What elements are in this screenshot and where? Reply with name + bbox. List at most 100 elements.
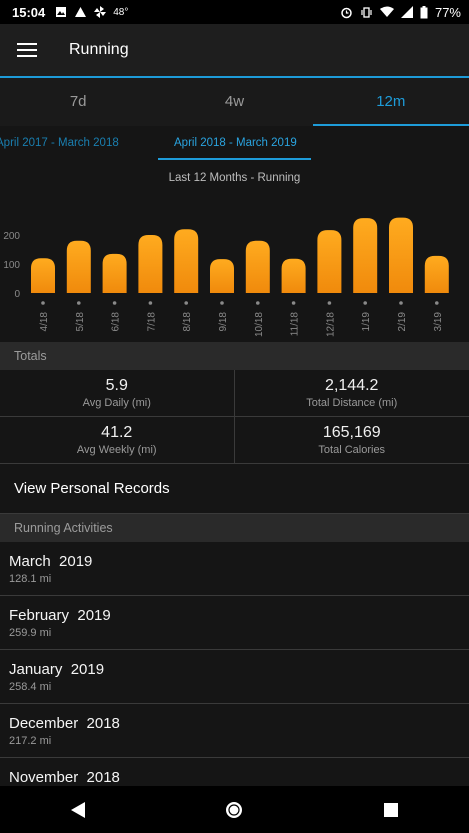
- status-bar: 15:04 48° 77%: [0, 0, 469, 24]
- chart-caption: Last 12 Months - Running: [168, 172, 301, 184]
- period-tabs: 7d 4w 12m: [0, 78, 469, 126]
- wifi-icon: [379, 6, 394, 17]
- bar-2/19[interactable]: [389, 217, 413, 293]
- recents-square-icon: [383, 802, 398, 817]
- app-bar: Running: [0, 24, 469, 78]
- x-tick-dot: [363, 301, 368, 305]
- tab-7d[interactable]: 7d: [69, 93, 87, 110]
- system-nav-bar: [0, 786, 469, 833]
- home-button[interactable]: [204, 790, 264, 830]
- range-tab-current[interactable]: April 2018 - March 2019: [174, 137, 297, 149]
- activity-title: November 2018: [9, 769, 120, 786]
- stat-label: Total Calories: [318, 444, 386, 456]
- activity-distance: 259.9 mi: [9, 627, 52, 639]
- range-tab-indicator: [158, 158, 311, 160]
- battery-icon: [420, 5, 428, 18]
- cellular-signal-icon: [400, 6, 413, 18]
- y-tick-label: 100: [3, 260, 20, 271]
- y-tick-label: 200: [3, 231, 20, 242]
- activity-distance: 217.2 mi: [9, 735, 52, 747]
- x-tick-label: 10/18: [254, 312, 265, 337]
- range-tabs: April 2017 - March 2018 April 2018 - Mar…: [0, 126, 469, 162]
- x-tick-dot: [41, 301, 45, 305]
- x-tick-label: 2/19: [397, 312, 408, 332]
- x-tick-dot: [399, 301, 403, 305]
- x-tick-label: 3/19: [433, 312, 444, 332]
- back-button[interactable]: [48, 790, 108, 830]
- y-tick-label: 0: [14, 289, 20, 300]
- distance-bar-chart: 200 100 0 4/18 5/18 6/18 7/18 8/18 9/18 10/18 11/1…: [0, 196, 469, 342]
- bar-5/18[interactable]: [66, 240, 91, 293]
- weather-temperature: 48°: [113, 6, 129, 18]
- stat-total-distance: 2,144.2 Total Distance (mi): [234, 370, 469, 417]
- x-tick-dot: [77, 301, 81, 305]
- activity-title: March 2019: [9, 553, 93, 570]
- stat-avg-weekly: 41.2 Avg Weekly (mi): [0, 417, 235, 464]
- activities-header: Running Activities: [0, 514, 469, 542]
- stat-label: Total Distance (mi): [306, 397, 398, 409]
- tab-12m[interactable]: 12m: [312, 78, 469, 126]
- vibrate-icon: [361, 6, 372, 18]
- page-title: Running: [69, 41, 129, 58]
- x-tick-label: 4/18: [39, 312, 50, 332]
- list-item[interactable]: March 2019 128.1 mi: [0, 542, 469, 596]
- hamburger-menu-icon: [17, 43, 37, 57]
- bar-8/18[interactable]: [174, 229, 199, 293]
- alarm-icon: [341, 7, 352, 18]
- stat-label: Avg Weekly (mi): [76, 444, 157, 456]
- recents-button[interactable]: [361, 790, 421, 830]
- x-tick-label: 12/18: [325, 312, 336, 337]
- bar-1/19[interactable]: [353, 218, 378, 293]
- x-tick-dot: [184, 301, 188, 305]
- bar-10/18[interactable]: [245, 240, 270, 293]
- list-item[interactable]: February 2019 259.9 mi: [0, 596, 469, 650]
- x-tick-label: 8/18: [182, 312, 193, 332]
- back-triangle-icon: [71, 801, 86, 818]
- x-tick-dot: [255, 301, 260, 305]
- menu-button[interactable]: [0, 24, 54, 76]
- stat-avg-daily: 5.9 Avg Daily (mi): [0, 370, 235, 417]
- view-personal-records-link[interactable]: View Personal Records: [0, 464, 469, 514]
- activity-title: January 2019: [9, 661, 105, 678]
- x-tick-dot: [220, 301, 224, 305]
- activity-title: December 2018: [9, 715, 120, 732]
- activity-title: February 2019: [9, 607, 111, 624]
- x-tick-dot: [327, 301, 332, 305]
- activity-distance: 258.4 mi: [9, 681, 52, 693]
- drive-notification-icon: [75, 7, 87, 17]
- stat-value: 41.2: [101, 424, 133, 441]
- list-item[interactable]: December 2018 217.2 mi: [0, 704, 469, 758]
- x-tick-label: 9/18: [218, 312, 229, 332]
- bar-11/18[interactable]: [281, 258, 306, 293]
- home-circle-icon: [226, 801, 243, 818]
- x-tick-label: 11/18: [290, 312, 301, 337]
- x-tick-label: 5/18: [75, 312, 86, 332]
- image-notification-icon: [56, 7, 67, 17]
- bar-9/18[interactable]: [210, 259, 234, 293]
- x-tick-dot: [112, 301, 117, 305]
- stat-value: 5.9: [105, 377, 128, 394]
- x-tick-dot: [148, 301, 153, 305]
- stat-value: 2,144.2: [325, 377, 379, 394]
- totals-header: Totals: [0, 342, 469, 370]
- chart-svg: 200 100 0 4/18 5/18 6/18 7/18 8/18 9/18 10/18 11/1…: [3, 217, 449, 337]
- range-tab-previous[interactable]: April 2017 - March 2018: [0, 137, 119, 149]
- stat-value: 165,169: [322, 424, 381, 441]
- bar-4/18[interactable]: [31, 258, 55, 293]
- bar-6/18[interactable]: [102, 253, 127, 293]
- bar-3/19[interactable]: [424, 255, 449, 293]
- list-item[interactable]: January 2019 258.4 mi: [0, 650, 469, 704]
- x-tick-dot: [291, 301, 296, 305]
- tab-4w[interactable]: 4w: [224, 93, 245, 110]
- x-tick-label: 1/19: [361, 312, 372, 332]
- bar-12/18[interactable]: [317, 230, 342, 293]
- stat-label: Avg Daily (mi): [82, 397, 151, 409]
- bar-7/18[interactable]: [138, 235, 163, 293]
- status-time: 15:04: [12, 4, 46, 20]
- activities-list: March 2019 128.1 mi February 2019 259.9 …: [0, 542, 469, 812]
- battery-percent: 77%: [434, 4, 461, 20]
- x-tick-label: 7/18: [146, 312, 157, 332]
- pinwheel-notification-icon: [94, 6, 107, 18]
- activity-distance: 128.1 mi: [9, 573, 52, 585]
